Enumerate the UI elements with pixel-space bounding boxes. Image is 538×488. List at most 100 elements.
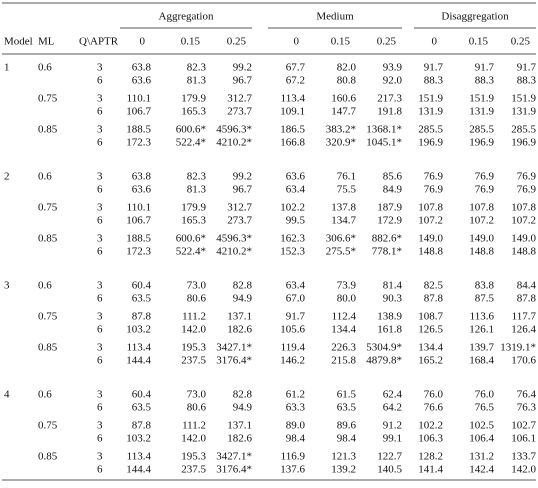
cell-value: 84.9 — [383, 184, 403, 196]
cell-value: 147.7 — [331, 106, 356, 118]
cell-value: 80.6 — [187, 402, 207, 414]
cell-value: 84.4 — [517, 280, 537, 292]
column-header: 0 — [432, 36, 438, 48]
ml-label: 0.6 — [38, 389, 52, 401]
cell-value: 4596.3* — [216, 233, 252, 245]
cell-value: 63.3 — [286, 402, 306, 414]
cell-value: 96.7 — [233, 75, 253, 87]
column-header: 0 — [140, 36, 146, 48]
cell-value: 161.8 — [377, 324, 402, 336]
cell-value: 142.4 — [469, 464, 494, 476]
cell-value: 102.2 — [280, 202, 305, 214]
q-label: 6 — [97, 246, 103, 258]
cell-value: 111.2 — [182, 420, 206, 432]
column-header: 0 — [294, 36, 300, 48]
cell-value: 107.2 — [511, 215, 536, 227]
cell-value: 76.0 — [475, 389, 495, 401]
column-header: 0.25 — [377, 36, 397, 48]
cell-value: 76.9 — [424, 184, 444, 196]
group-header: Disaggregation — [441, 11, 509, 23]
cell-value: 600.6* — [176, 233, 206, 245]
cell-value: 82.5 — [424, 280, 444, 292]
cell-value: 88.3 — [475, 75, 495, 87]
cell-value: 89.6 — [337, 420, 357, 432]
q-label: 3 — [97, 171, 103, 183]
cell-value: 191.8 — [377, 106, 402, 118]
cell-value: 142.0 — [181, 324, 206, 336]
cell-value: 226.3 — [331, 342, 356, 354]
cell-value: 76.4 — [517, 389, 537, 401]
cell-value: 99.2 — [233, 62, 252, 74]
column-header: 0.25 — [227, 36, 247, 48]
q-label: 6 — [97, 433, 103, 445]
cell-value: 182.6 — [227, 324, 252, 336]
cell-value: 102.7 — [511, 420, 536, 432]
column-header: Q\APTR — [79, 36, 119, 48]
cell-value: 142.0 — [511, 464, 536, 476]
cell-value: 166.8 — [280, 137, 305, 149]
cell-value: 151.9 — [469, 93, 494, 105]
cell-value: 113.6 — [470, 311, 495, 323]
q-label: 6 — [97, 293, 103, 305]
cell-value: 139.2 — [331, 464, 356, 476]
cell-value: 179.9 — [181, 202, 206, 214]
cell-value: 165.3 — [181, 215, 206, 227]
cell-value: 63.5 — [132, 402, 152, 414]
cell-value: 107.2 — [418, 215, 443, 227]
cell-value: 88.3 — [517, 75, 537, 87]
cell-value: 108.7 — [418, 311, 443, 323]
cell-value: 149.0 — [469, 233, 494, 245]
cell-value: 320.9* — [326, 137, 356, 149]
cell-value: 103.2 — [126, 324, 151, 336]
cell-value: 76.6 — [424, 402, 444, 414]
column-header: 0.15 — [331, 36, 351, 48]
cell-value: 67.7 — [286, 62, 306, 74]
cell-value: 778.1* — [372, 246, 402, 258]
cell-value: 3427.1* — [216, 342, 252, 354]
column-header: 0.15 — [469, 36, 489, 48]
ml-label: 0.6 — [38, 62, 52, 74]
q-label: 3 — [97, 420, 103, 432]
cell-value: 76.9 — [475, 171, 495, 183]
cell-value: 4210.2* — [216, 246, 252, 258]
cell-value: 102.5 — [469, 420, 494, 432]
cell-value: 63.8 — [132, 62, 152, 74]
q-label: 3 — [97, 389, 103, 401]
q-label: 6 — [97, 75, 103, 87]
ml-label: 0.85 — [38, 124, 58, 136]
cell-value: 122.7 — [377, 451, 402, 463]
model-label: 4 — [4, 389, 10, 401]
cell-value: 73.0 — [187, 389, 207, 401]
cell-value: 237.5 — [181, 464, 206, 476]
cell-value: 94.9 — [233, 293, 253, 305]
cell-value: 93.9 — [383, 62, 403, 74]
cell-value: 96.7 — [233, 184, 253, 196]
cell-value: 215.8 — [331, 355, 356, 367]
cell-value: 165.3 — [181, 106, 206, 118]
cell-value: 275.5* — [326, 246, 356, 258]
cell-value: 188.5 — [126, 233, 151, 245]
cell-value: 109.1 — [280, 106, 305, 118]
cell-value: 119.4 — [281, 342, 306, 354]
cell-value: 88.3 — [424, 75, 444, 87]
ml-label: 0.85 — [38, 451, 58, 463]
group-header: Medium — [316, 11, 354, 23]
cell-value: 195.3 — [181, 342, 206, 354]
cell-value: 117.7 — [512, 311, 537, 323]
cell-value: 882.6* — [372, 233, 402, 245]
cell-value: 1368.1* — [366, 124, 402, 136]
cell-value: 91.7 — [424, 62, 444, 74]
cell-value: 63.6 — [132, 75, 152, 87]
column-header: Model — [4, 36, 33, 48]
cell-value: 82.3 — [187, 62, 207, 74]
cell-value: 87.8 — [132, 420, 152, 432]
q-label: 3 — [97, 62, 103, 74]
cell-value: 82.8 — [233, 280, 253, 292]
q-label: 3 — [97, 93, 103, 105]
cell-value: 179.9 — [181, 93, 206, 105]
cell-value: 110.1 — [127, 93, 151, 105]
cell-value: 98.4 — [337, 433, 357, 445]
cell-value: 170.6 — [511, 355, 536, 367]
cell-value: 81.3 — [187, 184, 207, 196]
